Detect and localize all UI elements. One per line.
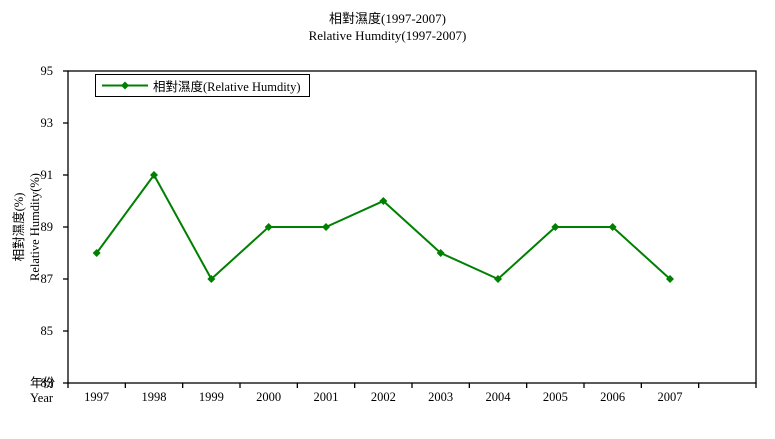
y-tick-label: 93 (41, 116, 54, 130)
chart-title-en: Relative Humdity(1997-2007) (308, 28, 467, 43)
y-tick-label: 85 (41, 324, 54, 338)
x-category-label: 2006 (600, 390, 625, 404)
x-axis-title: 年份 Year (30, 376, 55, 406)
x-category-label: 2007 (658, 390, 683, 404)
x-category-label: 2004 (486, 390, 512, 404)
series-marker (207, 275, 216, 283)
series-marker (92, 249, 101, 257)
x-category-label: 2005 (543, 390, 568, 404)
x-category-label: 2003 (428, 390, 453, 404)
series-marker (379, 197, 388, 205)
x-category-label: 2002 (371, 390, 396, 404)
y-axis-title: 相對濕度(%) Relative Humdity(%) (11, 127, 45, 327)
series-marker (494, 275, 502, 283)
x-category-label: 1999 (199, 390, 224, 404)
y-axis-title-en: Relative Humdity(%) (28, 173, 42, 281)
x-category-label: 2001 (314, 390, 339, 404)
y-tick-label: 87 (41, 272, 54, 286)
y-tick-label: 89 (41, 220, 54, 234)
y-tick-label: 95 (41, 64, 54, 78)
series-marker (436, 249, 445, 257)
series-marker (264, 223, 273, 231)
series-marker (666, 275, 674, 283)
series-marker (551, 223, 560, 231)
series-marker (322, 223, 330, 231)
x-category-label: 1998 (142, 390, 167, 404)
series-marker (608, 223, 617, 231)
series-line (95, 174, 671, 280)
x-axis-title-en: Year (30, 391, 54, 405)
chart-title-zh: 相對濕度(1997-2007) (329, 11, 446, 26)
legend: 相對濕度(Relative Humdity) (95, 74, 310, 97)
y-tick-label: 91 (41, 168, 54, 182)
x-axis-title-zh: 年份 (30, 376, 56, 390)
legend-series-marker-icon (102, 81, 148, 90)
series-marker (150, 171, 158, 179)
legend-label: 相對濕度(Relative Humdity) (153, 80, 301, 94)
x-category-label: 1997 (84, 390, 109, 404)
y-axis-title-zh: 相對濕度(%) (12, 192, 26, 262)
x-category-label: 2000 (256, 390, 281, 404)
y-tick-label: 83 (41, 376, 54, 390)
